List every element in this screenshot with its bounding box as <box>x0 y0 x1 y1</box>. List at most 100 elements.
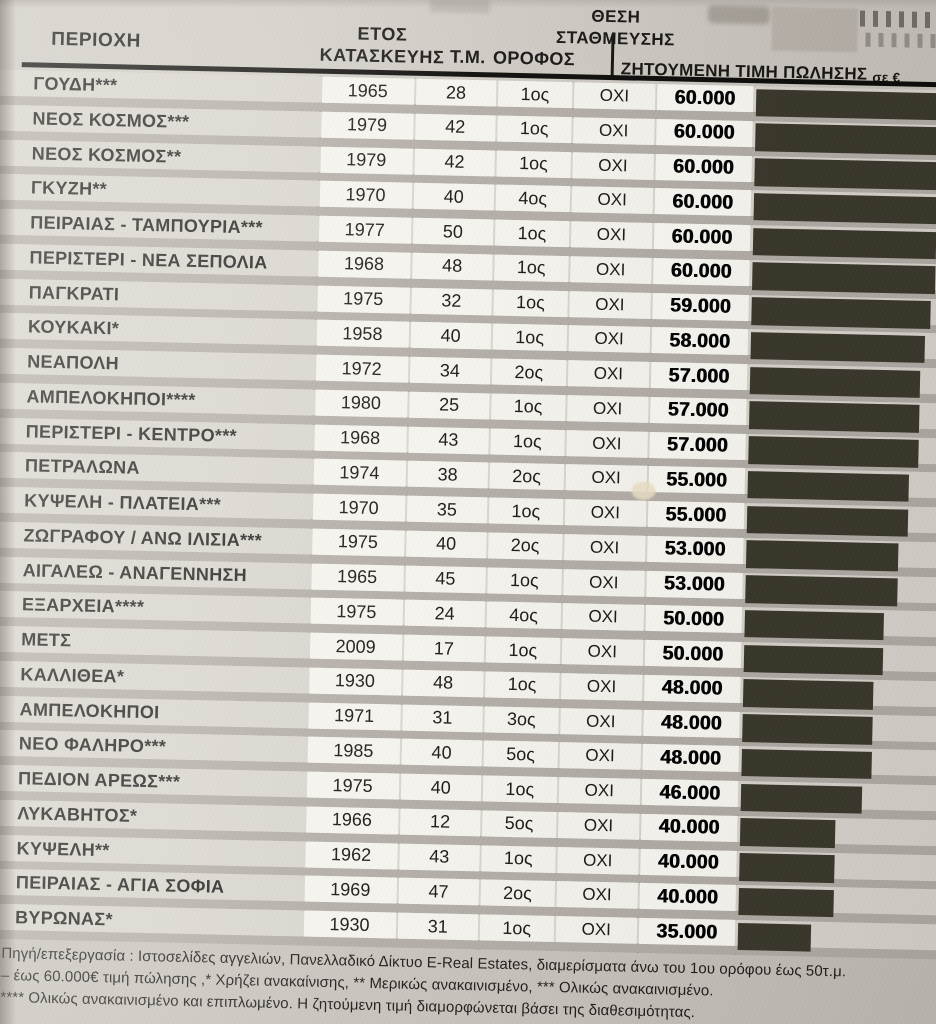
source-note: Πηγή/επεξεργασία : Ιστοσελίδες αγγελιών,… <box>0 945 913 1024</box>
parking-cell: ΟΧΙ <box>566 429 648 458</box>
price-bar <box>740 783 863 814</box>
price-bar <box>739 818 836 848</box>
year-cell: 1968 <box>317 250 411 279</box>
price-bar <box>741 748 872 780</box>
year-cell: 1962 <box>304 841 398 870</box>
area-cell: ΠΕΤΡΑΛΩΝΑ <box>24 455 140 479</box>
sqm-cell: 45 <box>405 565 486 593</box>
price-cell: 57.000 <box>650 396 747 425</box>
price-bar <box>746 505 909 537</box>
parking-cell: ΟΧΙ <box>561 672 643 701</box>
parking-cell: ΟΧΙ <box>558 777 640 805</box>
price-bar <box>750 331 926 364</box>
price-cell: 57.000 <box>650 361 747 391</box>
area-cell: ΠΕΡΙΣΤΕΡΙ - ΚΕΝΤΡΟ*** <box>25 420 238 446</box>
sqm-cell: 28 <box>415 78 497 107</box>
parking-cell: ΟΧΙ <box>569 290 651 319</box>
price-bar <box>738 887 834 918</box>
parking-cell: ΟΧΙ <box>564 499 646 527</box>
area-cell: ΖΩΓΡΑΦΟΥ / ΑΝΩ ΙΛΙΣΙΑ*** <box>23 525 263 551</box>
price-cell: 48.000 <box>644 674 741 703</box>
floor-cell: 1ος <box>490 427 565 456</box>
price-cell: 40.000 <box>639 883 736 912</box>
price-bar <box>755 123 936 155</box>
sqm-cell: 40 <box>413 183 494 211</box>
sqm-cell: 42 <box>414 148 495 176</box>
sqm-cell: 48 <box>403 669 484 698</box>
year-cell: 1975 <box>310 597 403 626</box>
price-cell: 60.000 <box>653 223 750 252</box>
parking-cell: ΟΧΙ <box>561 638 643 666</box>
area-cell: ΠΑΓΚΡΑΤΙ <box>28 281 120 304</box>
sqm-cell: 32 <box>411 287 492 315</box>
area-cell: ΝΕΟΣ ΚΟΣΜΟΣ** <box>31 142 182 167</box>
year-cell: 1968 <box>313 424 407 453</box>
parking-cell: ΟΧΙ <box>555 916 637 944</box>
floor-cell: 4ος <box>486 601 561 630</box>
sqm-cell: 24 <box>404 599 485 628</box>
sqm-cell: 34 <box>409 356 490 385</box>
sqm-cell: 31 <box>397 912 478 941</box>
header-sqm-label: Τ.Μ. <box>449 46 486 68</box>
sqm-cell: 25 <box>409 391 490 420</box>
area-cell: ΓΟΥΔΗ*** <box>33 73 118 96</box>
price-bar <box>751 262 936 294</box>
area-cell: ΜΕΤΣ <box>20 629 72 651</box>
price-cell: 40.000 <box>640 813 738 842</box>
area-cell: ΛΥΚΑΒΗΤΟΣ* <box>17 803 138 826</box>
parking-cell: ΟΧΙ <box>567 360 649 388</box>
year-cell: 2009 <box>309 632 402 661</box>
floor-cell: 1ος <box>493 289 568 317</box>
area-cell: ΓΚΥΖΗ** <box>30 177 108 200</box>
floor-cell: 3ος <box>484 705 559 734</box>
year-cell: 1930 <box>303 910 396 939</box>
floor-cell: 1ος <box>482 775 557 804</box>
year-cell: 1975 <box>306 771 399 800</box>
floor-cell: 1ος <box>488 497 563 526</box>
price-cell: 53.000 <box>646 570 743 599</box>
price-bar <box>745 575 898 606</box>
area-cell: ΚΟΥΚΑΚΙ* <box>27 316 120 339</box>
price-cell: 55.000 <box>648 466 745 495</box>
parking-cell: ΟΧΙ <box>556 881 638 910</box>
sqm-cell: 40 <box>401 738 482 767</box>
year-cell: 1979 <box>319 146 413 175</box>
price-bar <box>751 297 931 329</box>
parking-cell: ΟΧΙ <box>567 394 649 423</box>
area-cell: ΑΜΠΕΛΟΚΗΠΟΙ <box>19 698 160 722</box>
sqm-cell: 35 <box>406 495 487 524</box>
price-bar <box>742 679 874 710</box>
sqm-cell: 43 <box>399 843 480 871</box>
floor-cell: 1ος <box>492 323 567 352</box>
floor-cell: 1ος <box>485 671 560 699</box>
area-cell: ΝΕΟ ΦΑΛΗΡΟ*** <box>18 733 167 757</box>
year-cell: 1969 <box>304 875 397 904</box>
price-bar <box>753 192 936 225</box>
floor-cell: 1ος <box>481 844 556 873</box>
area-cell: ΠΕΔΙΟΝ ΑΡΕΩΣ*** <box>17 768 181 792</box>
sqm-cell: 43 <box>408 426 489 454</box>
sqm-cell: 42 <box>415 113 496 142</box>
sqm-cell: 31 <box>402 704 483 732</box>
price-cell: 48.000 <box>642 744 739 773</box>
floor-cell: 1ος <box>494 219 569 248</box>
price-cell: 59.000 <box>652 292 749 321</box>
year-cell: 1985 <box>307 736 400 765</box>
area-cell: ΝΕΟΣ ΚΟΣΜΟΣ*** <box>32 108 190 132</box>
price-cell: 50.000 <box>644 639 741 668</box>
year-cell: 1930 <box>308 667 402 696</box>
price-bar <box>743 644 884 676</box>
price-cell: 60.000 <box>656 118 753 147</box>
price-bar <box>739 853 835 883</box>
price-cell: 40.000 <box>640 848 737 877</box>
sqm-cell: 47 <box>398 877 479 906</box>
sqm-cell: 40 <box>410 321 491 350</box>
area-cell: ΠΕΙΡΑΙΑΣ - ΤΑΜΠΟΥΡΙΑ*** <box>30 212 264 238</box>
year-cell: 1965 <box>310 563 404 592</box>
price-bar <box>748 401 920 433</box>
year-cell: 1971 <box>307 702 401 731</box>
floor-cell: 1ος <box>497 115 572 143</box>
year-cell: 1979 <box>320 111 414 140</box>
header-area-label: ΠΕΡΙΟΧΗ <box>51 28 142 52</box>
